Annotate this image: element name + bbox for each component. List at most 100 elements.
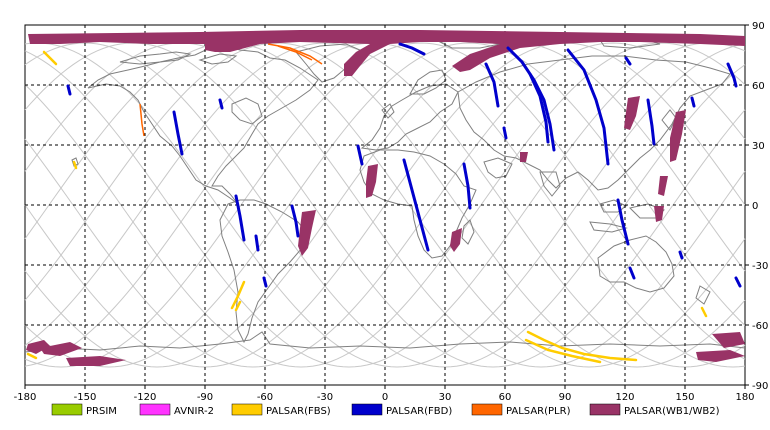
lon-tick-label: 60 [499,392,512,403]
swath-fbd-12 [172,110,184,156]
graticule [25,25,745,385]
coast-australia [597,235,675,293]
legend-label: PALSAR(FBS) [266,406,331,417]
lon-tick-label: 0 [382,392,388,403]
map-plot-area [24,24,746,386]
lat-tick-label: -90 [752,381,768,392]
swath-wb-antarctic-4 [712,332,745,348]
lat-tick-label: -60 [752,321,768,332]
legend-swatch [231,403,263,416]
swath-fbs-1 [42,50,58,66]
swath-fbd-18 [628,266,636,280]
coast-baffin [198,53,238,65]
swath-fbd-3 [566,48,610,166]
legend: PRSIM AVNIR-2 PALSAR(FBS) PALSAR(FBD) PALSAR… [51,403,720,417]
swath-fbd-4 [484,62,500,108]
coast-asia [457,55,731,191]
legend-label: PRSIM [86,406,117,417]
swaths-palsar-fbs [26,50,708,364]
legend-label: PALSAR(WB1/WB2) [624,406,720,417]
swath-fbd-11 [356,144,364,166]
coast-java [589,221,628,233]
lat-tick-label: 0 [752,201,758,212]
swath-wb-png [654,206,664,222]
swath-fbs-5 [230,280,246,310]
swath-fbd-21 [502,126,508,140]
swath-fbs-3 [526,330,638,362]
lat-tick-label: 90 [752,21,765,32]
legend-swatch [589,403,621,416]
lat-tick-label: 30 [752,141,765,152]
swath-fbd-9 [402,158,430,252]
longitude-axis: -180 -150 -120 -90 -60 -30 0 30 60 90 120 150 180 [14,385,755,403]
swath-plr-3 [139,103,145,137]
swath-wb-china [624,96,640,130]
coast-arabia [483,157,513,179]
lon-tick-label: -90 [197,392,213,403]
legend-label: AVNIR-2 [174,406,214,417]
swath-fbd-15 [254,234,260,252]
swath-fbd-6 [624,56,632,66]
coast-borneo [599,199,627,213]
swath-fbd-10 [462,162,472,210]
coast-british-isles [381,103,395,119]
swath-wb-antarctic-1 [26,340,50,354]
swath-fbd-7 [646,98,656,146]
lon-tick-label: -180 [14,392,37,403]
coast-madagascar [461,219,475,245]
coast-scandinavia [409,69,447,95]
swath-wb-antarctic-3 [66,356,126,366]
legend-swatch [471,403,503,416]
swath-fbs-8 [26,352,38,360]
lon-tick-label: 150 [675,392,694,403]
coast-south-america [219,199,307,344]
swath-wb-antarctic-5 [696,350,745,362]
lat-tick-label: -30 [752,261,768,272]
swath-fbs-4 [524,338,602,364]
legend-swatch [139,403,171,416]
swath-fbs-6 [234,300,242,312]
coast-antarctica [24,331,746,353]
swath-wb-west-africa [366,164,378,198]
coast-hawaii [71,157,79,167]
coast-india [539,171,561,197]
swath-plr-2 [277,45,313,61]
lon-tick-label: -30 [317,392,333,403]
swath-fbs-2 [72,160,78,170]
swath-fbd-8 [726,62,738,88]
lon-tick-label: 120 [615,392,634,403]
legend-label: PALSAR(PLR) [506,406,571,417]
swath-wb-arctic [28,30,745,76]
lon-tick-label: -60 [257,392,273,403]
lat-tick-label: 60 [752,81,765,92]
swath-wb-south-africa [450,228,462,252]
swath-fbd-13 [234,194,246,242]
swath-fbd-1 [398,42,426,56]
legend-swatch [351,403,383,416]
swath-wb-japan [670,110,686,162]
lon-tick-label: 30 [439,392,452,403]
swaths-palsar-wb [26,30,745,366]
lon-tick-label: 180 [735,392,754,403]
swaths-palsar-plr [139,43,323,137]
coast-north-america [87,45,319,205]
swath-fbd-5 [528,72,550,144]
swath-fbd-20 [218,98,224,110]
swath-wb-arabia [520,152,528,162]
swath-fbd-19 [66,84,72,96]
swath-fbd-17 [616,198,630,246]
swath-fbd-23 [734,276,742,288]
swath-wb-philippines [658,176,668,196]
swath-fbd-2 [506,46,556,152]
coast-arctic-isles [119,51,192,65]
swath-wb-antarctic-2 [40,342,82,356]
swaths-palsar-fbd [66,42,742,288]
lon-tick-label: 90 [559,392,572,403]
lon-tick-label: -120 [134,392,157,403]
swath-fbd-22 [690,96,696,108]
swath-fbd-16 [262,276,268,288]
coast-new-zealand [695,285,711,305]
legend-swatch [51,403,83,416]
legend-label: PALSAR(FBD) [386,406,452,417]
